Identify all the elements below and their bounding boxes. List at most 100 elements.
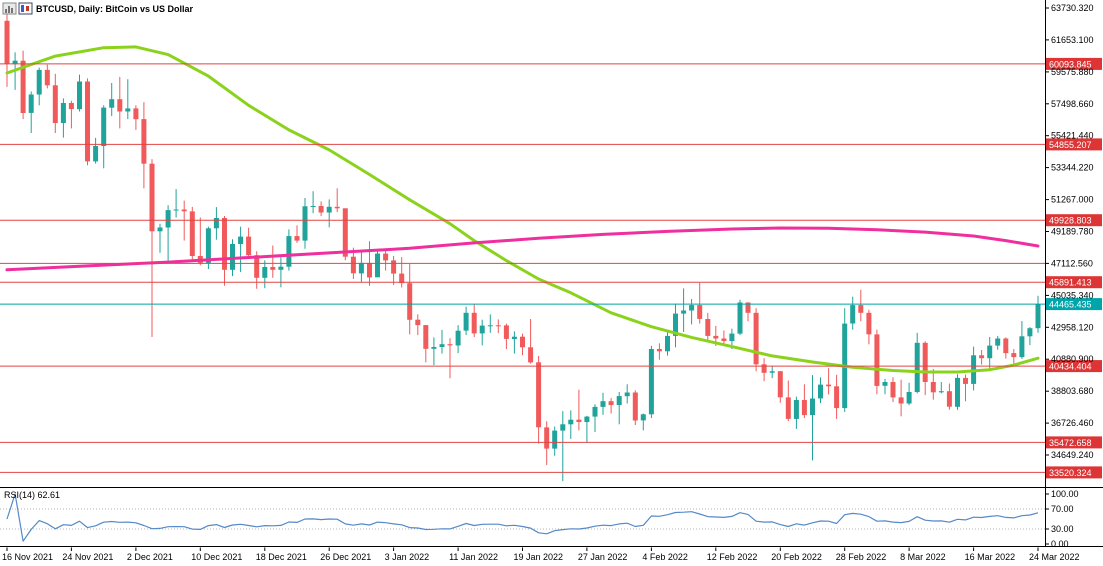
chart-plot-area[interactable] (0, 0, 1045, 487)
up-candle-body (640, 414, 646, 421)
candlestick-icon (18, 2, 33, 15)
price-axis-label: 40880.900 (1051, 354, 1094, 364)
price-badge (1046, 360, 1102, 373)
down-candle-body (785, 397, 791, 419)
down-candle-body (713, 335, 719, 339)
up-candle-body (737, 302, 743, 334)
price-badge-label: 35472.658 (1049, 438, 1092, 448)
down-candle-body (866, 312, 872, 335)
down-candle-body (777, 371, 783, 398)
up-candle-body (60, 103, 66, 123)
up-candle-body (278, 266, 284, 270)
up-candle-body (455, 330, 461, 346)
down-candle-body (826, 384, 832, 387)
up-candle-body (1027, 328, 1033, 337)
up-candle-body (648, 349, 654, 415)
price-badge (1046, 466, 1102, 479)
price-axis-label: 38803.680 (1051, 386, 1094, 396)
up-candle-body (165, 210, 171, 228)
down-candle-body (52, 85, 58, 123)
sma-fast-green (5, 45, 1040, 374)
time-axis-label: 4 Feb 2022 (642, 552, 688, 562)
price-badge-label: 40434.404 (1049, 362, 1092, 372)
icon-candle-up (21, 5, 24, 12)
down-candle-body (753, 312, 759, 365)
down-candle-body (745, 302, 751, 313)
toolbar-icon-candles[interactable] (18, 2, 33, 15)
toolbar-icon-bars[interactable] (2, 2, 17, 15)
up-candle-body (310, 206, 316, 207)
down-candle-body (68, 103, 74, 110)
price-axis-label: 59575.880 (1051, 67, 1094, 77)
rsi-axis-label: 70.00 (1051, 504, 1074, 514)
price-axis-label: 53344.220 (1051, 163, 1094, 173)
price-badge-label: 33520.324 (1049, 468, 1092, 478)
up-candle-body (769, 371, 775, 373)
down-candle-body (141, 119, 147, 164)
up-candle-body (810, 398, 815, 416)
price-axis-label: 63730.320 (1051, 3, 1094, 13)
down-candle-body (391, 260, 397, 274)
price-axis-label: 45035.340 (1051, 290, 1094, 300)
price-badge-label: 44465.435 (1049, 300, 1092, 310)
candles-layer (4, 10, 1041, 482)
down-candle-body (834, 386, 840, 409)
up-candle-body (600, 401, 606, 407)
down-candle-body (423, 325, 429, 349)
down-candle-body (608, 401, 614, 405)
time-axis-label: 19 Jan 2022 (514, 552, 564, 562)
up-candle-body (463, 312, 469, 331)
time-axis[interactable] (0, 547, 1103, 566)
up-candle-body (560, 424, 566, 431)
up-candle-body (616, 396, 622, 405)
price-axis-label: 47112.560 (1051, 258, 1093, 268)
up-candle-body (995, 338, 1001, 346)
up-candle-body (592, 406, 598, 417)
up-candle-body (36, 69, 42, 95)
price-badge (1046, 436, 1102, 449)
up-candle-body (101, 107, 107, 146)
down-candle-body (415, 319, 421, 326)
down-candle-body (922, 342, 928, 382)
up-candle-body (262, 267, 268, 278)
up-candle-body (584, 416, 590, 422)
time-axis-label: 18 Dec 2021 (256, 552, 307, 562)
time-axis-label: 24 Nov 2021 (62, 552, 113, 562)
sma-slow-pink (5, 226, 1040, 272)
price-badge (1046, 138, 1102, 151)
down-candle-body (705, 319, 711, 336)
icon-bar (5, 9, 7, 13)
down-candle-body (544, 427, 550, 449)
up-candle-body (286, 236, 292, 267)
down-candle-body (1011, 353, 1017, 358)
down-candle-body (318, 206, 324, 213)
down-candle-body (44, 69, 50, 86)
up-candle-body (818, 384, 823, 399)
moving-averages-layer (5, 45, 1040, 374)
up-candle-body (431, 347, 437, 349)
time-axis-label: 27 Jan 2022 (578, 552, 628, 562)
up-candle-body (109, 99, 115, 108)
price-axis[interactable] (1046, 0, 1103, 487)
down-candle-body (383, 253, 389, 261)
up-candle-body (28, 94, 34, 113)
price-axis-label: 42958.120 (1051, 322, 1094, 332)
down-candle-body (520, 336, 525, 348)
down-candle-body (270, 267, 276, 270)
down-candle-body (632, 392, 638, 421)
down-candle-body (254, 255, 260, 278)
up-candle-body (882, 382, 888, 386)
up-candle-body (375, 253, 380, 278)
down-candle-body (117, 99, 123, 112)
price-axis-label: 57498.660 (1051, 99, 1094, 109)
up-candle-body (213, 218, 219, 229)
time-axis-label: 10 Dec 2021 (191, 552, 242, 562)
down-candle-body (399, 273, 405, 284)
down-candle-body (801, 400, 807, 416)
down-candle-body (334, 206, 340, 209)
rsi-panel: 100.00 70.00 30.00 0.00 (0, 489, 1079, 549)
down-candle-body (189, 211, 195, 256)
down-candle-body (149, 163, 155, 232)
down-candle-body (4, 20, 10, 64)
